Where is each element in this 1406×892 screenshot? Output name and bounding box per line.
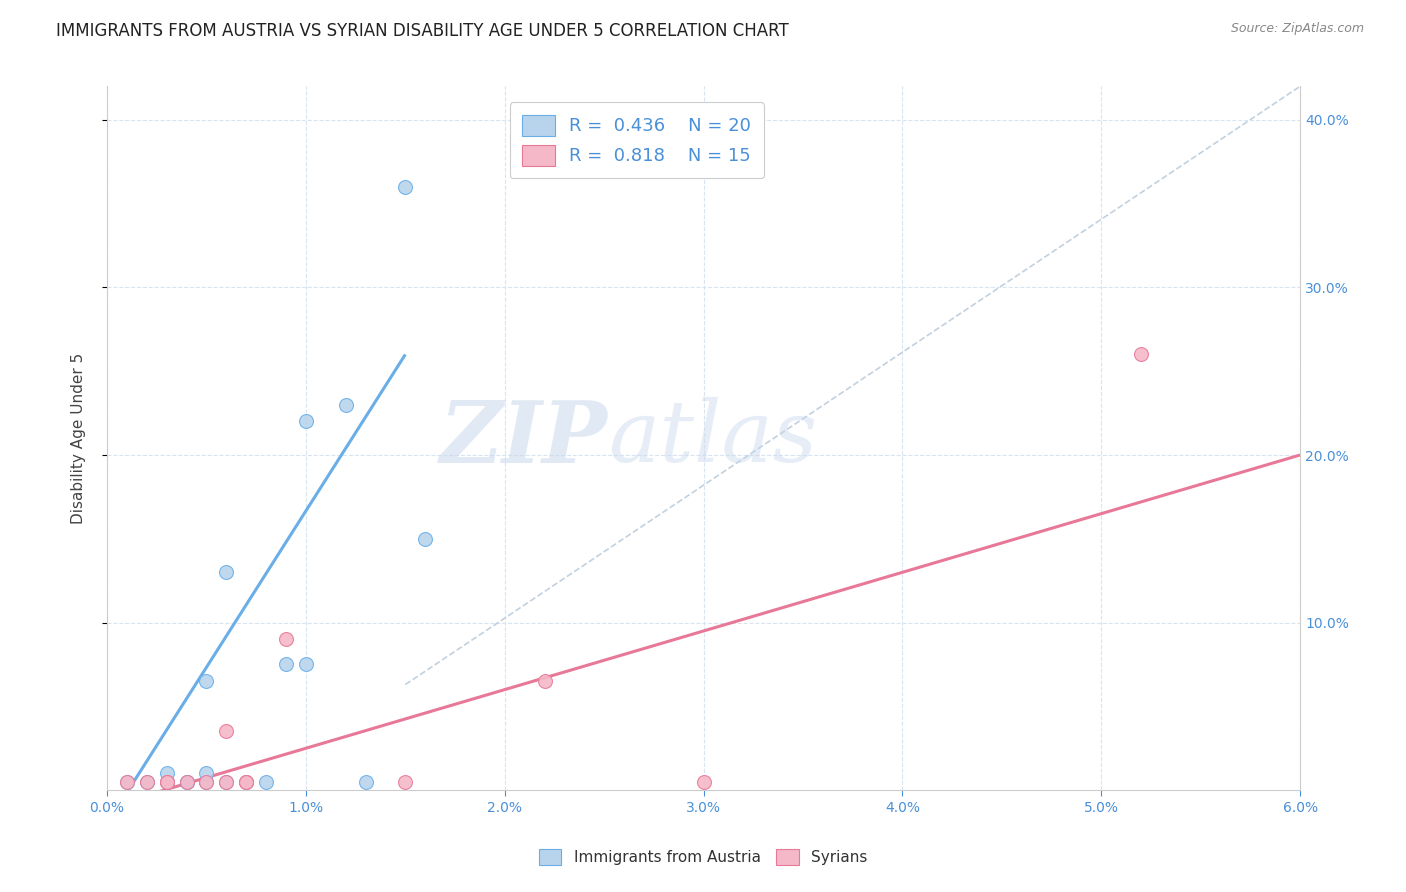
Legend: R =  0.436    N = 20, R =  0.818    N = 15: R = 0.436 N = 20, R = 0.818 N = 15 (510, 103, 763, 178)
Point (156, 766, 179, 780)
Text: IMMIGRANTS FROM AUSTRIA VS SYRIAN DISABILITY AGE UNDER 5 CORRELATION CHART: IMMIGRANTS FROM AUSTRIA VS SYRIAN DISABI… (56, 22, 789, 40)
Point (176, 774, 198, 789)
Point (215, 774, 238, 789)
Point (156, 774, 179, 789)
Point (295, 415, 318, 429)
Point (135, 774, 157, 789)
Point (354, 774, 377, 789)
Point (394, 180, 416, 194)
Point (115, 774, 138, 789)
Point (394, 774, 416, 789)
Point (195, 766, 218, 780)
Point (176, 774, 198, 789)
Point (215, 724, 238, 739)
Text: ZIP: ZIP (440, 397, 609, 480)
Point (533, 674, 555, 689)
Point (274, 632, 297, 647)
Point (335, 398, 357, 412)
Point (274, 657, 297, 672)
Point (215, 774, 238, 789)
Text: atlas: atlas (609, 397, 817, 480)
Text: Source: ZipAtlas.com: Source: ZipAtlas.com (1230, 22, 1364, 36)
Point (195, 774, 218, 789)
Point (195, 774, 218, 789)
Point (156, 774, 179, 789)
Legend: Immigrants from Austria, Syrians: Immigrants from Austria, Syrians (533, 843, 873, 871)
Point (135, 774, 157, 789)
Point (413, 532, 436, 546)
Y-axis label: Disability Age Under 5: Disability Age Under 5 (72, 352, 86, 524)
Point (692, 774, 714, 789)
Point (235, 774, 257, 789)
Point (195, 674, 218, 689)
Point (235, 774, 257, 789)
Point (254, 774, 277, 789)
Point (215, 566, 238, 580)
Point (115, 774, 138, 789)
Point (295, 657, 318, 672)
Point (235, 774, 257, 789)
Point (176, 774, 198, 789)
Point (1130, 347, 1153, 361)
Point (156, 774, 179, 789)
